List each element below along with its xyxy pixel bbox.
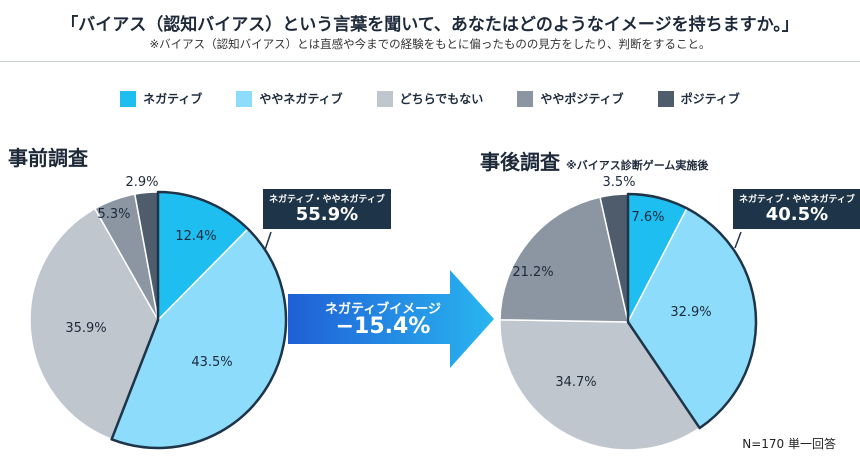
reduction-arrow — [288, 270, 494, 368]
legend-label: ポジティブ — [680, 92, 740, 106]
before-data-label-negative: 12.4% — [175, 229, 216, 244]
after-data-label-neutral: 34.7% — [555, 375, 596, 390]
legend-swatch-somewhat-positive — [517, 90, 534, 107]
legend: ネガティブ ややネガティブ どちらでもない ややポジティブ ポジティブ — [0, 90, 860, 107]
after-section-title: 事後調査 ※バイアス診断ゲーム実施後 — [480, 146, 708, 175]
before-slice-neutral — [29, 207, 159, 441]
after-callout: ネガティブ・ややネガティブ 40.5% — [733, 189, 860, 229]
chart-subtitle: ※バイアス（認知バイアス）とは直感や今までの経験をもとに偏ったものの見方をしたり… — [149, 37, 711, 51]
before-callout-leader — [264, 231, 272, 251]
after-data-label-positive: 3.5% — [602, 175, 635, 190]
before-data-label-neutral: 35.9% — [65, 321, 106, 336]
legend-item-negative: ネガティブ — [120, 90, 202, 107]
arrow-label: ネガティブイメージ — [325, 302, 441, 317]
before-callout-label: ネガティブ・ややネガティブ — [269, 195, 385, 205]
legend-label: ややポジティブ — [540, 92, 624, 106]
after-note: ※バイアス診断ゲーム実施後 — [566, 159, 709, 172]
after-pie: 7.6% 32.9% 34.7% 21.2% 3.5% — [499, 175, 758, 451]
legend-swatch-negative — [120, 90, 137, 107]
legend-label: どちらでもない — [399, 92, 484, 106]
legend-item-neutral: どちらでもない — [376, 90, 484, 107]
legend-swatch-positive — [657, 90, 674, 107]
after-negative-group-outline — [626, 192, 758, 430]
before-data-label-positive: 2.9% — [125, 175, 158, 190]
legend-item-positive: ポジティブ — [657, 90, 740, 107]
legend-label: ネガティブ — [143, 92, 203, 106]
before-callout: ネガティブ・ややネガティブ 55.9% — [263, 189, 391, 229]
before-pie: 12.4% 43.5% 35.9% 5.3% 2.9% — [29, 175, 288, 450]
after-title: 事後調査 — [480, 150, 560, 174]
after-data-label-somewhat-positive: 21.2% — [512, 265, 553, 280]
legend-label: ややネガティブ — [259, 92, 343, 106]
sample-size-note: N=170 単一回答 — [742, 437, 836, 451]
after-callout-label: ネガティブ・ややネガティブ — [739, 195, 855, 205]
after-data-label-negative: 7.6% — [631, 210, 664, 225]
after-callout-value: 40.5% — [765, 204, 829, 225]
legend-item-somewhat-positive: ややポジティブ — [517, 90, 624, 107]
legend-swatch-neutral — [376, 90, 393, 107]
arrow-value: −15.4% — [335, 314, 431, 339]
before-callout-value: 55.9% — [295, 204, 359, 225]
after-slice-somewhat-positive — [499, 196, 629, 323]
after-slice-neutral — [499, 319, 701, 451]
after-callout-leader — [734, 231, 742, 249]
chart-title: 「バイアス（認知バイアス）という言葉を聞いて、あなたはどのようなイメージを持ちま… — [61, 15, 799, 35]
before-title: 事前調査 — [8, 146, 88, 170]
legend-item-somewhat-negative: ややネガティブ — [236, 90, 343, 107]
legend-swatch-somewhat-negative — [236, 90, 253, 107]
after-data-label-somewhat-negative: 32.9% — [670, 305, 711, 320]
before-data-label-somewhat-positive: 5.3% — [97, 207, 130, 222]
header-divider — [0, 61, 860, 62]
before-section-title: 事前調査 — [8, 142, 88, 171]
before-data-label-somewhat-negative: 43.5% — [191, 355, 232, 370]
before-negative-group-outline — [110, 190, 288, 450]
